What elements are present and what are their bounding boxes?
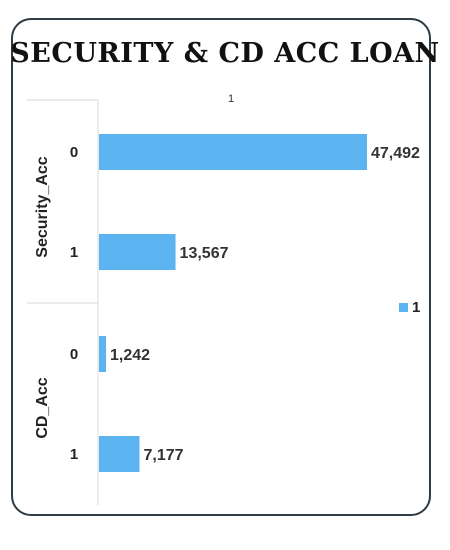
- category-tick-label: 1: [70, 244, 78, 261]
- data-label: 47,492: [371, 145, 420, 162]
- group-label: CD_Acc: [34, 377, 51, 438]
- legend-swatch: [399, 303, 408, 312]
- chart-card: [11, 18, 431, 516]
- bar: [99, 134, 367, 170]
- bar: [99, 436, 140, 472]
- category-tick-label: 1: [70, 446, 78, 463]
- bar: [99, 234, 176, 270]
- chart-top-label: 1: [227, 93, 235, 105]
- data-label: 13,567: [180, 245, 229, 262]
- bar: [99, 336, 107, 372]
- chart-title: SECURITY & CD ACC LOAN: [10, 38, 440, 69]
- data-label: 1,242: [110, 347, 150, 364]
- legend-label: 1: [412, 299, 421, 316]
- category-tick-label: 0: [70, 144, 78, 161]
- data-label: 7,177: [144, 447, 184, 464]
- legend: 1: [399, 299, 420, 316]
- group-label: Security_Acc: [34, 156, 51, 257]
- category-tick-label: 0: [70, 346, 78, 363]
